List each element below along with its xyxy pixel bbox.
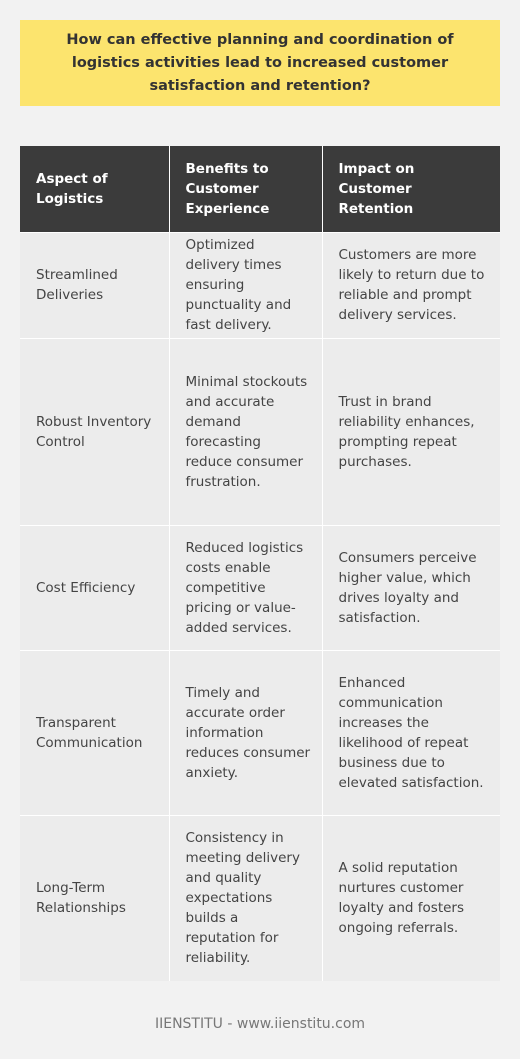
cell-benefit: Optimized delivery times ensuring punctu…: [168, 232, 322, 338]
table-row: Robust Inventory Control Minimal stockou…: [20, 338, 500, 525]
cell-impact: Consumers perceive higher value, which d…: [321, 525, 500, 650]
question-text: How can effective planning and coordinat…: [66, 31, 454, 94]
cell-aspect: Transparent Communication: [20, 650, 169, 815]
table-row: Streamlined Deliveries Optimized deliver…: [20, 232, 500, 338]
cell-benefit: Minimal stockouts and accurate demand fo…: [168, 338, 322, 525]
cell-impact: Enhanced communication increases the lik…: [321, 650, 500, 815]
cell-impact: Trust in brand reliability enhances, pro…: [321, 338, 500, 525]
cell-benefit: Reduced logistics costs enable competiti…: [168, 525, 322, 650]
table-header-row: Aspect of Logistics Benefits to Customer…: [20, 146, 500, 232]
question-banner: How can effective planning and coordinat…: [20, 20, 500, 106]
cell-aspect: Robust Inventory Control: [20, 338, 169, 525]
cell-aspect: Long-Term Relationships: [20, 815, 169, 981]
footer-credit: IIENSTITU - www.iienstitu.com: [154, 1016, 366, 1032]
table-row: Transparent Communication Timely and acc…: [20, 650, 500, 815]
cell-impact: Customers are more likely to return due …: [321, 232, 500, 338]
cell-impact: A solid reputation nurtures customer loy…: [321, 815, 500, 981]
cell-benefit: Timely and accurate order information re…: [168, 650, 322, 815]
header-impact: Impact on Customer Retention: [321, 146, 500, 232]
logistics-table: Aspect of Logistics Benefits to Customer…: [20, 146, 500, 981]
header-benefits: Benefits to Customer Experience: [168, 146, 322, 232]
table-row: Long-Term Relationships Consistency in m…: [20, 815, 500, 981]
cell-aspect: Cost Efficiency: [20, 525, 169, 650]
header-aspect: Aspect of Logistics: [20, 146, 169, 232]
cell-aspect: Streamlined Deliveries: [20, 232, 169, 338]
table-row: Cost Efficiency Reduced logistics costs …: [20, 525, 500, 650]
cell-benefit: Consistency in meeting delivery and qual…: [168, 815, 322, 981]
